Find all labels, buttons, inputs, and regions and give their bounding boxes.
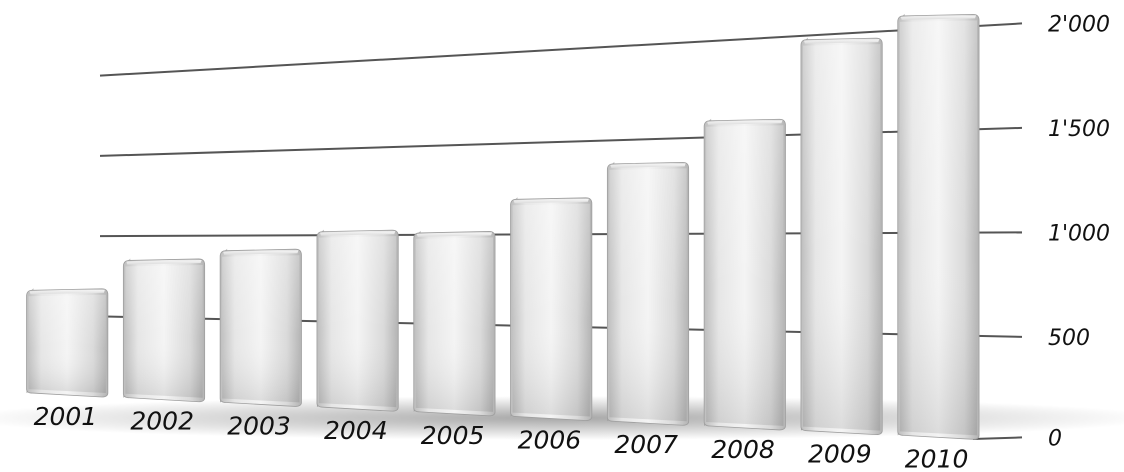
bar-2005 bbox=[413, 230, 496, 417]
gridline-0 bbox=[972, 436, 1023, 441]
bars bbox=[26, 13, 980, 440]
y-tick-label: 500 bbox=[1048, 326, 1090, 351]
x-tick-label: 2002 bbox=[130, 407, 194, 436]
bar-shading bbox=[125, 264, 203, 398]
x-tick-label: 2007 bbox=[614, 430, 678, 459]
y-axis-ticks: 0 500 1'000 1'500 2'000 bbox=[1048, 12, 1110, 451]
y-tick-label: 0 bbox=[1048, 426, 1062, 451]
bar-shading bbox=[706, 125, 784, 426]
bar-2007 bbox=[606, 161, 690, 426]
bar-top-face bbox=[126, 259, 202, 265]
bar-top-face bbox=[513, 198, 589, 204]
x-tick-label: 2001 bbox=[34, 402, 98, 431]
bar-shading bbox=[802, 44, 881, 431]
bar-shading bbox=[28, 294, 106, 394]
x-tick-label: 2008 bbox=[711, 435, 775, 464]
bar-shading bbox=[415, 237, 494, 412]
x-tick-label: 2006 bbox=[518, 425, 582, 454]
bar-2008 bbox=[703, 118, 786, 431]
bar-top-face bbox=[319, 231, 396, 236]
bar-2002 bbox=[122, 258, 206, 403]
bar-2010 bbox=[897, 13, 980, 440]
gridline-1500 bbox=[99, 126, 1023, 157]
bar-top-face bbox=[610, 163, 686, 168]
bar-top-face bbox=[416, 232, 493, 237]
bar-shading bbox=[609, 168, 687, 422]
x-axis-labels: 2001 2002 2003 2004 2005 2006 2007 2008 2009 2010 bbox=[34, 402, 969, 472]
y-tick-label: 1'000 bbox=[1048, 221, 1110, 246]
x-tick-label: 2005 bbox=[421, 421, 485, 450]
bar-shading bbox=[899, 20, 978, 436]
bar-top-face bbox=[900, 15, 977, 20]
bar-2006 bbox=[510, 197, 593, 421]
bar-2003 bbox=[219, 248, 302, 407]
x-tick-label: 2010 bbox=[905, 444, 969, 472]
bar-shading bbox=[222, 255, 300, 403]
bar-top-face bbox=[803, 39, 880, 44]
bar-2009 bbox=[800, 37, 883, 436]
bar-top-face bbox=[29, 289, 105, 295]
bar-shading bbox=[512, 203, 590, 417]
bar-top-face bbox=[707, 120, 783, 125]
gridline-2000 bbox=[99, 22, 1023, 77]
bar-2001 bbox=[26, 288, 109, 398]
bar-top-face bbox=[223, 250, 299, 255]
y-tick-label: 2'000 bbox=[1048, 12, 1110, 37]
x-tick-label: 2004 bbox=[324, 416, 388, 445]
x-tick-label: 2003 bbox=[227, 411, 291, 440]
y-tick-label: 1'500 bbox=[1048, 117, 1110, 142]
x-tick-label: 2009 bbox=[808, 440, 872, 469]
bar-2004 bbox=[316, 229, 399, 412]
bar-shading bbox=[318, 236, 397, 408]
